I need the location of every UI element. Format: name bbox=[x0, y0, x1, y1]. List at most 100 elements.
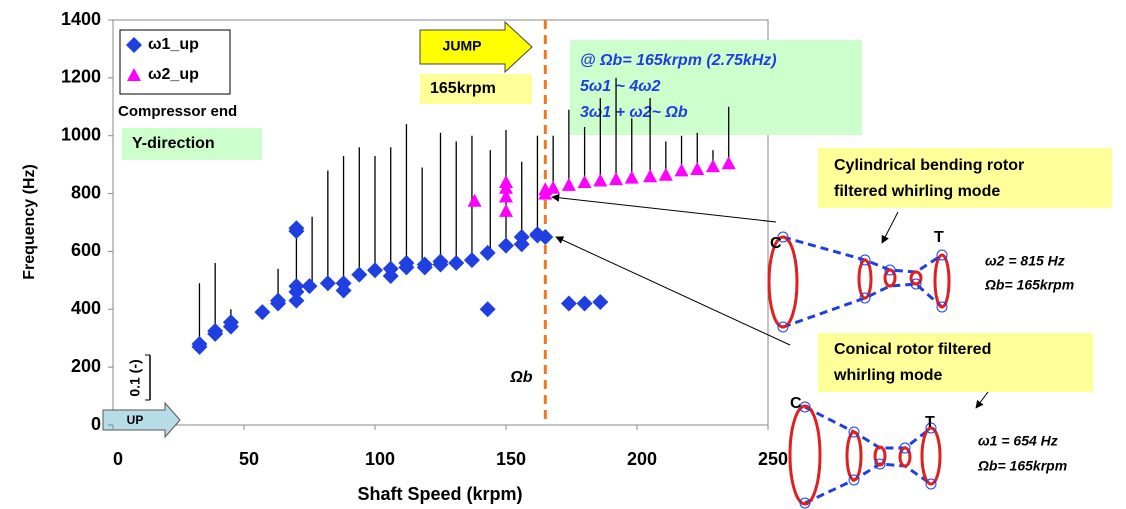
data-point bbox=[367, 262, 383, 279]
end-label: T bbox=[925, 414, 935, 431]
y-tick-label: 200 bbox=[71, 356, 101, 376]
data-point bbox=[479, 301, 496, 318]
data-point bbox=[609, 172, 624, 186]
condition-line: 5ω1 ~ 4ω2 bbox=[580, 78, 661, 95]
y-tick-label: 1000 bbox=[61, 124, 101, 144]
data-point bbox=[416, 256, 433, 273]
data-point bbox=[301, 278, 318, 295]
data-point bbox=[288, 292, 305, 309]
data-point bbox=[498, 237, 514, 254]
x-tick-label: 150 bbox=[496, 449, 526, 469]
scale-bar-label: 0.1 (-) bbox=[127, 359, 143, 396]
x-tick-label: 50 bbox=[239, 449, 259, 469]
mode1-title: whirling mode bbox=[833, 367, 943, 384]
reference-label: Ωb bbox=[509, 369, 532, 386]
data-point bbox=[288, 223, 305, 240]
data-point bbox=[448, 255, 465, 271]
data-point bbox=[705, 159, 720, 173]
pointer bbox=[551, 193, 777, 223]
pointer bbox=[881, 211, 899, 244]
pointer bbox=[555, 236, 791, 346]
data-point bbox=[577, 175, 592, 188]
mode2-box bbox=[818, 148, 1112, 208]
data-point bbox=[270, 292, 287, 309]
data-point bbox=[463, 252, 480, 269]
x-tick-label: 250 bbox=[758, 449, 788, 469]
x-tick-label: 100 bbox=[365, 449, 395, 469]
data-point bbox=[674, 163, 689, 177]
data-point bbox=[593, 173, 608, 187]
data-point bbox=[319, 275, 336, 292]
jump-label: JUMP bbox=[443, 38, 482, 54]
data-point bbox=[643, 169, 658, 183]
data-point bbox=[561, 177, 576, 191]
data-point bbox=[690, 161, 705, 175]
data-point bbox=[721, 156, 736, 170]
location-label: Compressor end bbox=[118, 103, 237, 120]
data-point bbox=[382, 260, 399, 277]
data-point bbox=[467, 193, 482, 207]
data-point bbox=[499, 189, 513, 203]
data-point bbox=[191, 336, 208, 352]
mode1-diagram bbox=[788, 401, 942, 509]
data-point bbox=[499, 203, 513, 217]
mode1-info: ω1 = 654 Hz bbox=[978, 433, 1058, 449]
end-label: T bbox=[934, 229, 944, 246]
mode2-diagram bbox=[767, 231, 951, 333]
data-point bbox=[207, 322, 224, 339]
legend-marker bbox=[126, 37, 142, 53]
legend-label: ω1_up bbox=[148, 36, 199, 53]
legend bbox=[119, 29, 231, 95]
y-axis-label: Frequency (Hz) bbox=[21, 164, 38, 280]
legend-marker bbox=[127, 68, 141, 81]
data-point bbox=[351, 266, 368, 283]
x-tick-label: 0 bbox=[113, 449, 123, 469]
data-point bbox=[499, 175, 513, 188]
data-point bbox=[222, 314, 239, 331]
jump-arrow bbox=[419, 20, 533, 74]
y-tick-label: 1400 bbox=[61, 9, 101, 29]
data-point bbox=[513, 228, 530, 245]
condition-line: @ Ωb= 165krpm (2.75kHz) bbox=[580, 52, 777, 69]
x-axis-label: Shaft Speed (krpm) bbox=[357, 484, 522, 504]
mode2-title: filtered whirling mode bbox=[834, 183, 1000, 200]
mode2-title: Cylindrical bending rotor bbox=[834, 157, 1024, 174]
data-point bbox=[624, 170, 639, 184]
data-point bbox=[658, 167, 673, 181]
mode1-title: Conical rotor filtered bbox=[834, 341, 991, 358]
data-point bbox=[432, 253, 449, 270]
y-tick-label: 1200 bbox=[61, 67, 101, 87]
data-point bbox=[560, 295, 577, 312]
condition-line: 3ω1 + ω2~ Ωb bbox=[580, 104, 688, 121]
y-tick-label: 400 bbox=[71, 298, 101, 318]
data-point bbox=[254, 304, 271, 321]
y-tick-label: 600 bbox=[71, 240, 101, 260]
plot-frame bbox=[112, 19, 769, 426]
data-point bbox=[546, 180, 561, 194]
data-point bbox=[335, 275, 352, 292]
mode2-info: Ωb= 165krpm bbox=[984, 277, 1074, 293]
data-point bbox=[398, 255, 415, 271]
end-label: C bbox=[790, 395, 802, 412]
y-tick-label: 0 bbox=[91, 414, 101, 434]
legend-label: ω2_up bbox=[148, 66, 199, 83]
speed-box bbox=[420, 74, 532, 104]
end-label: C bbox=[770, 235, 782, 252]
direction-box bbox=[122, 128, 262, 160]
speed-label: 165krpm bbox=[430, 80, 496, 97]
data-point bbox=[576, 295, 593, 312]
mode2-info: ω2 = 815 Hz bbox=[985, 253, 1065, 269]
data-point bbox=[479, 244, 496, 261]
y-tick-label: 800 bbox=[71, 182, 101, 202]
x-tick-label: 200 bbox=[627, 449, 657, 469]
mode1-info: Ωb= 165krpm bbox=[977, 458, 1067, 474]
up-label: UP bbox=[127, 413, 144, 427]
data-point bbox=[537, 228, 554, 245]
data-point bbox=[592, 294, 609, 311]
condition-box bbox=[570, 40, 862, 135]
mode1-box bbox=[818, 333, 1093, 392]
direction-label: Y-direction bbox=[132, 135, 215, 152]
data-point bbox=[288, 278, 305, 295]
pointer bbox=[975, 391, 989, 409]
